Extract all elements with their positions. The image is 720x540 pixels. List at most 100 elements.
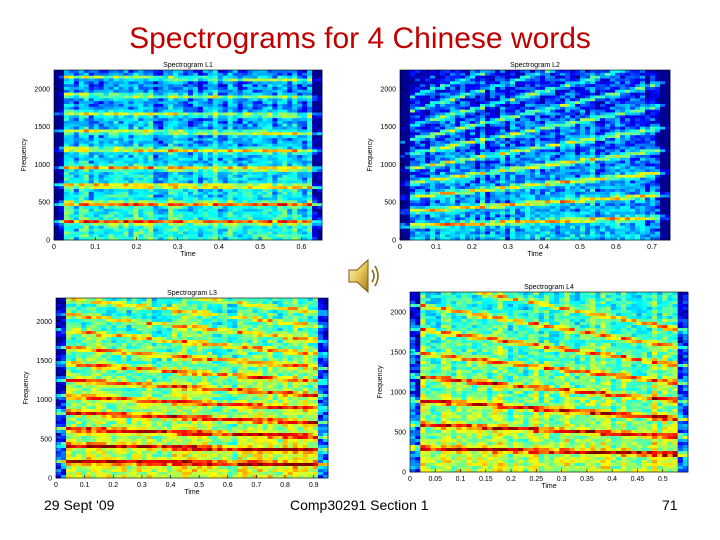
heatmap-cell	[197, 143, 204, 147]
heatmap-cell	[405, 177, 411, 181]
heatmap-cell	[207, 81, 214, 85]
heatmap-cell	[505, 223, 511, 227]
heatmap-cell	[415, 211, 421, 215]
heatmap-cell	[510, 155, 516, 159]
heatmap-cell	[297, 228, 303, 232]
heatmap-cell	[58, 140, 65, 145]
heatmap-cell	[133, 84, 139, 88]
heatmap-cell	[515, 172, 521, 176]
heatmap-cell	[202, 138, 209, 142]
heatmap-cell	[445, 157, 451, 162]
heatmap-cell	[430, 126, 436, 130]
heatmap-cell	[237, 118, 243, 122]
heatmap-cell	[485, 78, 491, 82]
heatmap-cell	[460, 129, 466, 133]
heatmap-cell	[262, 155, 268, 159]
heatmap-cell	[153, 163, 159, 167]
heatmap-cell	[490, 220, 496, 224]
heatmap-cell	[470, 118, 476, 122]
heatmap-cell	[307, 206, 313, 210]
heatmap-cell	[470, 220, 476, 224]
heatmap-cell	[237, 98, 243, 102]
heatmap-cell	[312, 200, 318, 204]
heatmap-cell	[440, 149, 446, 153]
heatmap-cell	[520, 126, 526, 130]
heatmap-cell	[83, 123, 90, 128]
heatmap-cell	[257, 200, 263, 204]
heatmap-cell	[297, 81, 303, 85]
heatmap-cell	[307, 149, 313, 153]
heatmap-cell	[222, 129, 229, 133]
heatmap-cell	[58, 92, 65, 96]
heatmap-cell	[317, 87, 323, 91]
heatmap-cell	[405, 208, 411, 213]
heatmap-cell	[197, 214, 204, 218]
heatmap-cell	[188, 92, 194, 96]
heatmap-cell	[485, 186, 491, 190]
heatmap-cell	[525, 234, 531, 238]
heatmap-cell	[123, 180, 129, 184]
heatmap-cell	[430, 135, 436, 139]
heatmap-cell	[480, 189, 486, 193]
heatmap-cell	[83, 118, 90, 122]
heatmap-cell	[505, 118, 511, 122]
heatmap-cell	[410, 87, 416, 91]
heatmap-cell	[237, 146, 243, 150]
heatmap-cell	[292, 123, 298, 128]
heatmap-cell	[470, 200, 476, 204]
heatmap-cell	[98, 183, 105, 187]
heatmap-cell	[123, 155, 129, 159]
heatmap-cell	[217, 143, 224, 147]
heatmap-cell	[277, 197, 283, 201]
heatmap-cell	[257, 132, 263, 136]
heatmap-cell	[63, 138, 70, 142]
heatmap-cell	[267, 87, 273, 91]
heatmap-cell	[292, 143, 298, 147]
heatmap-cell	[207, 87, 214, 91]
heatmap-cell	[143, 104, 149, 108]
heatmap-cell	[480, 112, 486, 116]
heatmap-cell	[58, 84, 65, 88]
heatmap-cell	[470, 231, 476, 235]
heatmap-cell	[405, 203, 411, 207]
heatmap-cell	[88, 228, 95, 232]
heatmap-cell	[520, 180, 526, 184]
heatmap-cell	[58, 81, 65, 85]
heatmap-cell	[103, 149, 109, 153]
heatmap-cell	[435, 92, 441, 96]
heatmap-cell	[540, 92, 546, 96]
heatmap-cell	[455, 115, 461, 119]
heatmap-cell	[520, 115, 526, 119]
heatmap-cell	[143, 132, 149, 136]
heatmap-cell	[495, 81, 501, 85]
heatmap-cell	[158, 223, 164, 227]
heatmap-cell	[128, 177, 134, 181]
heatmap-cell	[73, 211, 80, 215]
heatmap-cell	[237, 115, 243, 119]
heatmap-cell	[247, 152, 253, 156]
heatmap-cell	[302, 123, 308, 128]
heatmap-cell	[510, 197, 516, 201]
heatmap-cell	[307, 225, 313, 230]
heatmap-cell	[302, 200, 308, 204]
heatmap-cell	[405, 70, 411, 74]
heatmap-cell	[103, 183, 109, 187]
heatmap-cell	[530, 217, 536, 221]
heatmap-cell	[302, 135, 308, 139]
heatmap-cell	[267, 149, 273, 153]
heatmap-cell	[540, 78, 546, 82]
heatmap-cell	[63, 126, 70, 130]
heatmap-cell	[93, 87, 100, 91]
heatmap-cell	[237, 166, 243, 170]
heatmap-cell	[430, 223, 436, 227]
heatmap-cell	[535, 220, 541, 224]
heatmap-cell	[415, 155, 421, 159]
heatmap-cell	[460, 203, 466, 207]
heatmap-cell	[292, 194, 298, 198]
heatmap-cell	[460, 126, 466, 130]
heatmap-cell	[108, 104, 114, 108]
heatmap-cell	[252, 200, 258, 204]
heatmap-cell	[267, 92, 273, 96]
heatmap-cell	[292, 95, 298, 99]
heatmap-cell	[277, 208, 283, 213]
